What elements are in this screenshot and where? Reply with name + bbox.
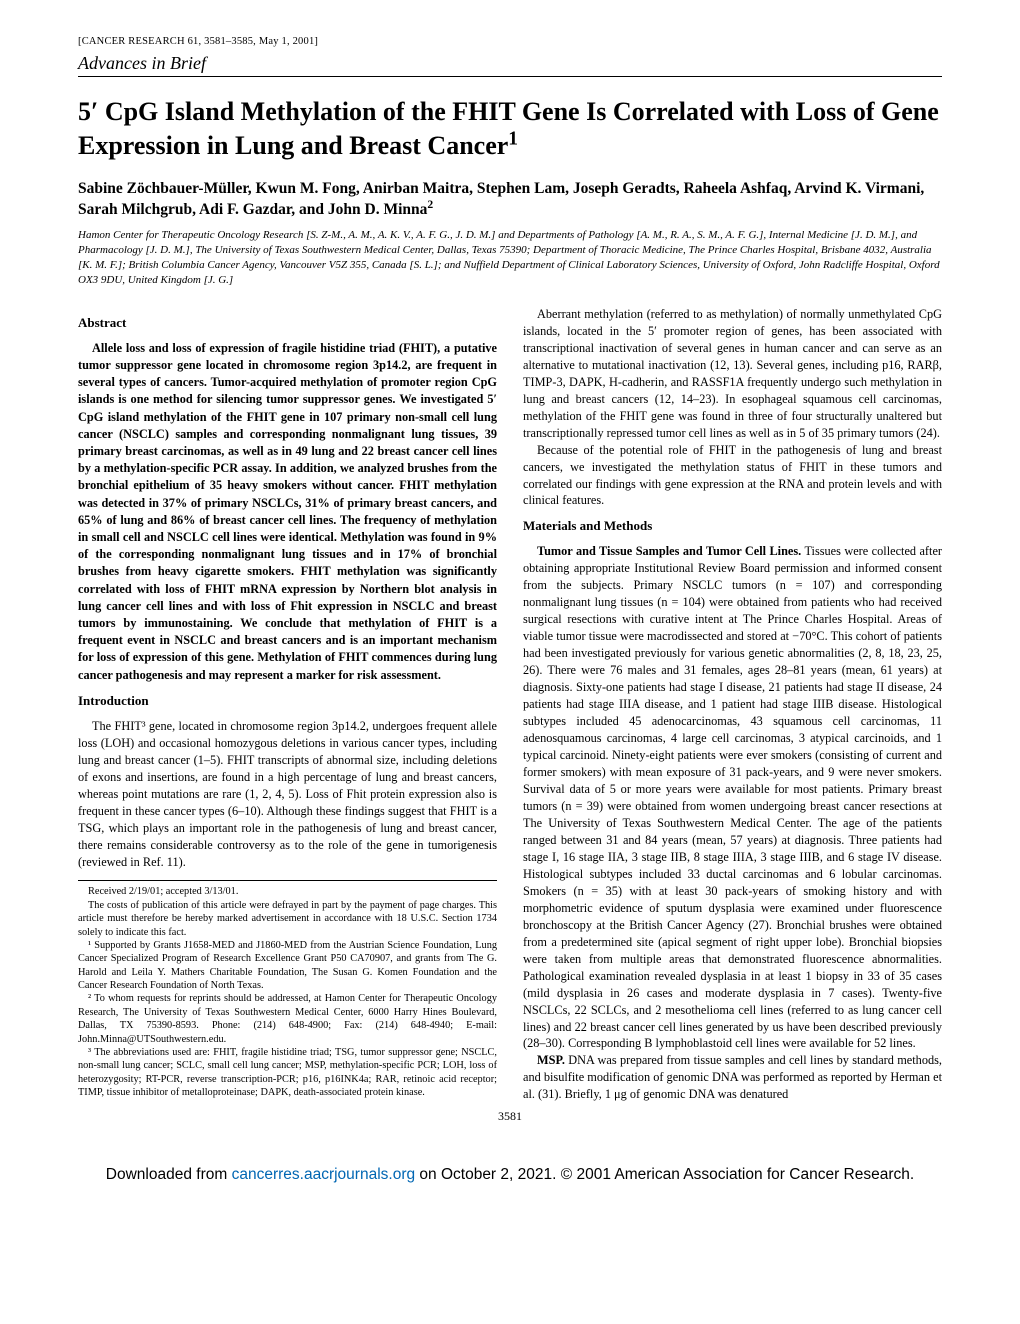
section-label: Advances in Brief [78, 53, 942, 74]
authors-footnote-ref: 2 [427, 197, 433, 210]
body-paragraph: Aberrant methylation (referred to as met… [523, 306, 942, 442]
authors-text: Sabine Zöchbauer-Müller, Kwun M. Fong, A… [78, 180, 924, 218]
article-title: 5′ CpG Island Methylation of the FHIT Ge… [78, 95, 942, 163]
footnote-costs: The costs of publication of this article… [78, 899, 497, 939]
methods-text: DNA was prepared from tissue samples and… [523, 1053, 942, 1101]
body-paragraph: Because of the potential role of FHIT in… [523, 442, 942, 510]
runin-heading: MSP. [537, 1053, 565, 1067]
download-link[interactable]: cancerres.aacrjournals.org [232, 1166, 416, 1183]
methods-paragraph: Tumor and Tissue Samples and Tumor Cell … [523, 543, 942, 1052]
authors: Sabine Zöchbauer-Müller, Kwun M. Fong, A… [78, 179, 942, 221]
affiliations: Hamon Center for Therapeutic Oncology Re… [78, 228, 942, 287]
left-column: Abstract Allele loss and loss of express… [78, 306, 497, 1104]
abstract-text: Allele loss and loss of expression of fr… [78, 340, 497, 684]
download-pre: Downloaded from [106, 1166, 232, 1183]
page: [CANCER RESEARCH 61, 3581–3585, May 1, 2… [0, 0, 1020, 1144]
abstract-body: Allele loss and loss of expression of fr… [78, 340, 497, 684]
methods-text: Tissues were collected after obtaining a… [523, 544, 942, 1050]
page-number: 3581 [78, 1109, 942, 1124]
download-post: on October 2, 2021. © 2001 American Asso… [415, 1166, 914, 1183]
runin-heading: Tumor and Tissue Samples and Tumor Cell … [537, 544, 801, 558]
journal-reference: [CANCER RESEARCH 61, 3581–3585, May 1, 2… [78, 36, 942, 47]
footnotes: Received 2/19/01; accepted 3/13/01. The … [78, 880, 497, 1099]
methods-paragraph: MSP. DNA was prepared from tissue sample… [523, 1052, 942, 1103]
introduction-heading: Introduction [78, 692, 497, 710]
right-column: Aberrant methylation (referred to as met… [523, 306, 942, 1104]
footnote-3: ³ The abbreviations used are: FHIT, frag… [78, 1046, 497, 1100]
abstract-heading: Abstract [78, 314, 497, 332]
download-attribution: Downloaded from cancerres.aacrjournals.o… [0, 1144, 1020, 1202]
footnote-received: Received 2/19/01; accepted 3/13/01. [78, 885, 497, 898]
footnote-2: ² To whom requests for reprints should b… [78, 992, 497, 1046]
materials-methods-heading: Materials and Methods [523, 517, 942, 535]
introduction-text: The FHIT³ gene, located in chromosome re… [78, 718, 497, 871]
horizontal-rule [78, 76, 942, 77]
footnote-1: ¹ Supported by Grants J1658-MED and J186… [78, 939, 497, 993]
title-footnote-ref: 1 [508, 128, 518, 149]
two-column-layout: Abstract Allele loss and loss of express… [78, 306, 942, 1104]
